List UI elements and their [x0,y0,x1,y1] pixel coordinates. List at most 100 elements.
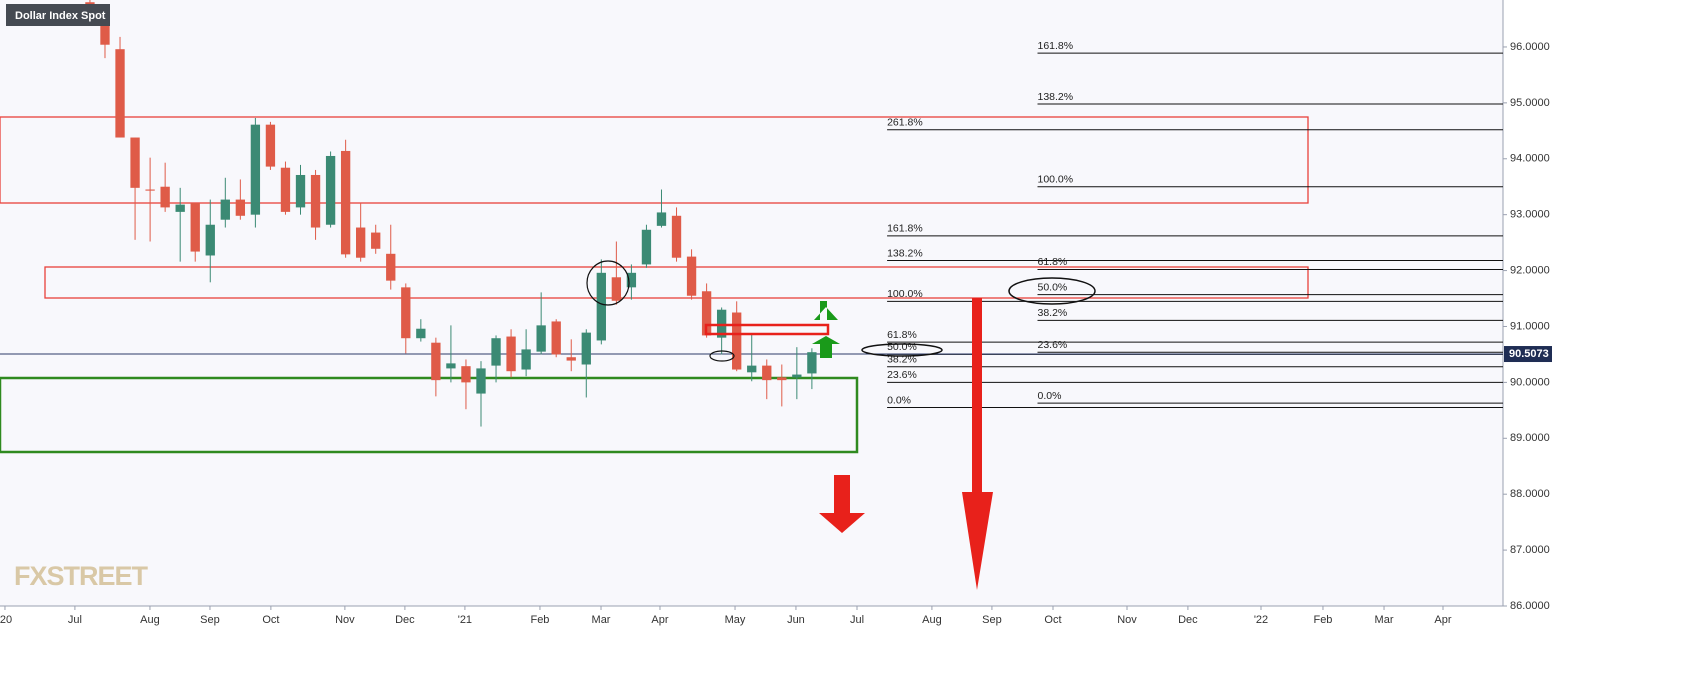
x-tick-label: Dec [395,614,415,626]
resistance-zone [0,116,1309,204]
candle-body [762,365,772,381]
candle-body [130,137,140,188]
candle-body [792,374,802,378]
x-tick-label: Feb [530,614,549,626]
candle-body [100,15,110,45]
title-box [6,4,110,26]
candles [85,0,817,427]
fib-label: 0.0% [887,394,911,406]
x-tick-label: Sep [200,614,220,626]
candle-body [205,224,215,256]
candle-body [536,325,546,352]
last-price-label: 90.5073 [1509,348,1549,360]
down-arrow [819,475,865,533]
resistance-zone [44,266,1309,299]
watermark: FXSTREET [14,561,149,591]
candle-body [310,174,321,228]
zones [0,116,1309,454]
candle-body [295,174,306,208]
fib-label: 0.0% [1037,390,1061,402]
candle-body [280,167,291,212]
candle-body [190,202,200,252]
candle-body [777,377,787,381]
candle-body [701,291,712,336]
candle-body [476,368,486,394]
fib-label: 161.8% [887,223,923,235]
plot-background [0,0,1503,606]
down-arrow [962,298,993,590]
circle [586,260,630,306]
candle-body [401,287,411,339]
last-price-box [1504,346,1552,363]
candle-body [551,321,561,355]
candle-body [431,342,441,381]
candle-body [521,349,531,370]
fib-label: 38.2% [1037,307,1067,319]
candle-body [656,212,667,226]
x-tick-label: Nov [335,614,355,626]
fib-label: 161.8% [1037,40,1073,52]
support-zone [0,376,859,454]
up-arrow [812,336,840,344]
fib-label: 261.8% [887,116,923,128]
x-tick-label: Apr [651,614,668,626]
x-tick-label: Nov [1117,614,1137,626]
candle-body [340,150,351,255]
fib-label: 138.2% [1037,91,1073,103]
y-tick-label: 88.0000 [1510,488,1550,500]
fib-label: 23.6% [887,369,917,381]
candle-body [325,155,336,225]
fib-label: 61.8% [1037,256,1067,268]
candle-body [596,272,606,341]
y-tick-label: 96.0000 [1510,41,1550,53]
circle [861,343,943,357]
x-tick-label: Aug [922,614,942,626]
x-tick-label: Oct [262,614,279,626]
y-tick-label: 95.0000 [1510,97,1550,109]
candle-body [265,124,276,167]
x-tick-label: Jul [850,614,864,626]
x-tick-label: Sep [982,614,1002,626]
candle-body [732,312,742,370]
x-tick-label: Aug [140,614,160,626]
fib-label: 100.0% [1037,174,1073,186]
fib-label: 138.2% [887,247,923,259]
candle-body [611,277,622,301]
x-tick-label: Mar [1375,614,1394,626]
x-tick-label: May [725,614,746,626]
circle [709,350,735,362]
chart-title: Dollar Index Spot [15,10,106,22]
y-tick-label: 86.0000 [1510,600,1550,612]
axes: 86.0000 87.0000 88.0000 89.0000 90.0000 91.00… [0,0,1550,626]
fib-label: 100.0% [887,288,923,300]
x-tick-label: Feb [1313,614,1332,626]
candle-body [807,352,817,374]
x-tick-label: Mar [592,614,611,626]
candle-body [145,189,155,191]
x-tick-label: Oct [1044,614,1061,626]
x-tick-label: Jun [787,614,805,626]
candle-body [671,215,682,258]
x-tick-label: '21 [458,614,472,626]
candle-body [115,49,125,138]
up-arrow [820,342,832,358]
y-tick-label: 92.0000 [1510,264,1550,276]
candle-body [386,253,396,281]
candle-body [160,186,170,208]
candle-body [747,365,757,373]
candle-body [641,229,652,265]
candle-body [566,357,576,361]
candle-body [461,366,471,383]
candle-body [175,204,185,212]
y-tick-label: 94.0000 [1510,153,1550,165]
candle-body [716,309,727,338]
candle-body [626,272,637,288]
candle-body [446,363,456,369]
x-tick-label: '22 [1254,614,1268,626]
y-tick-label: 90.0000 [1510,376,1550,388]
candle-body [506,336,516,372]
up-arrow [814,301,838,320]
candle-body [416,328,426,339]
circle [1008,277,1096,305]
